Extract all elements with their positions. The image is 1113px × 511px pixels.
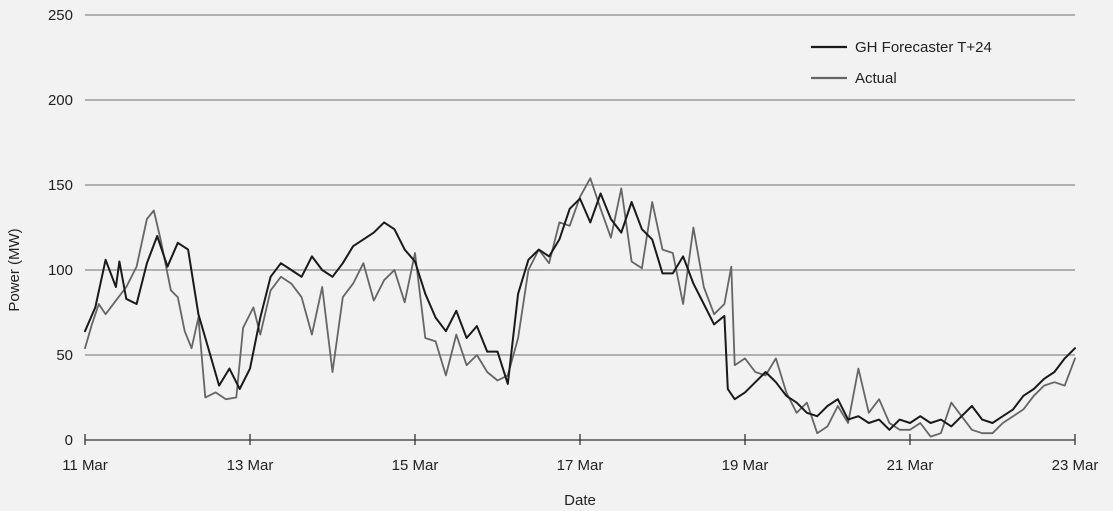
x-tick-label: 23 Mar (1052, 457, 1099, 474)
legend-label-actual: Actual (855, 70, 897, 87)
y-tick-label: 150 (48, 177, 73, 194)
legend-label-forecast: GH Forecaster T+24 (855, 39, 992, 56)
x-tick-label: 21 Mar (887, 457, 934, 474)
x-tick-label: 13 Mar (227, 457, 274, 474)
axes: 0 50 100 150 200 250 11 Mar 13 Mar 15 Mar 17 Mar 1… (48, 7, 1098, 474)
series-line-actual (84, 177, 1076, 438)
x-tick-label: 17 Mar (557, 457, 604, 474)
x-tick-label: 19 Mar (722, 457, 769, 474)
x-tick-label: 11 Mar (62, 457, 108, 474)
y-tick-label: 200 (48, 92, 73, 109)
y-tick-label: 250 (48, 7, 73, 24)
legend: GH Forecaster T+24 Actual (811, 39, 992, 87)
series-lines (84, 177, 1076, 438)
x-tick-label: 15 Mar (392, 457, 439, 474)
y-tick-label: 100 (48, 262, 73, 279)
y-axis-title: Power (MW) (6, 228, 23, 311)
gridlines (85, 14, 1075, 356)
series-line-forecast (84, 192, 1076, 431)
y-tick-label: 50 (56, 347, 73, 364)
y-tick-label: 0 (65, 432, 73, 449)
x-axis-title: Date (564, 492, 596, 509)
